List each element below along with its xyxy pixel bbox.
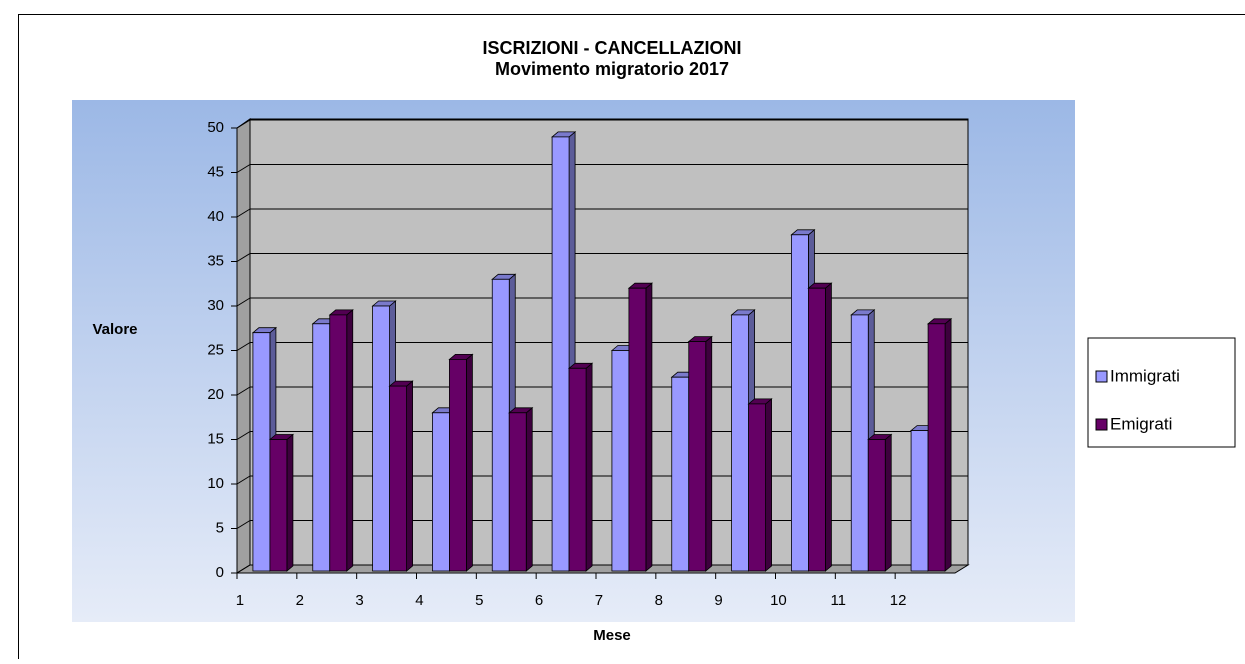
bar-side	[945, 319, 951, 571]
legend-label: Emigrati	[1110, 414, 1172, 433]
bar	[749, 404, 766, 571]
x-tick-label: 4	[415, 592, 423, 609]
y-tick-label: 40	[207, 208, 224, 225]
bar	[313, 324, 330, 571]
y-tick-label: 10	[207, 475, 224, 492]
x-tick-label: 9	[714, 592, 722, 609]
bar	[449, 359, 466, 571]
bar	[509, 413, 526, 571]
x-tick-label: 8	[655, 592, 663, 609]
y-tick-label: 5	[216, 519, 224, 536]
bar	[791, 235, 808, 571]
x-tick-label: 6	[535, 592, 543, 609]
bar	[253, 333, 270, 571]
legend-swatch	[1096, 371, 1107, 382]
y-tick-label: 20	[207, 386, 224, 403]
bar	[569, 368, 586, 571]
x-tick-label: 12	[890, 592, 907, 609]
bar-side	[646, 283, 652, 571]
y-tick-label: 35	[207, 252, 224, 269]
legend-label: Immigrati	[1110, 366, 1180, 385]
bar	[672, 377, 689, 571]
x-tick-label: 5	[475, 592, 483, 609]
chart-subtitle: Movimento migratorio 2017	[495, 59, 729, 79]
bar	[270, 440, 287, 572]
y-tick-label: 45	[207, 163, 224, 180]
y-tick-label: 25	[207, 341, 224, 358]
x-tick-label: 10	[770, 592, 787, 609]
bar	[928, 324, 945, 571]
bar	[373, 306, 390, 571]
bar	[432, 413, 449, 571]
bar-side	[586, 363, 592, 571]
x-tick-label: 11	[830, 592, 846, 609]
bar	[612, 351, 629, 572]
bar-side	[885, 435, 891, 572]
x-tick-label: 3	[355, 592, 363, 609]
x-tick-label: 7	[595, 592, 603, 609]
bar	[390, 386, 407, 571]
bar	[689, 342, 706, 571]
y-tick-label: 30	[207, 297, 224, 314]
bar-side	[466, 354, 472, 571]
bar	[732, 315, 749, 571]
bar-side	[766, 399, 772, 571]
y-axis-label: Valore	[92, 321, 137, 338]
bar-side	[287, 435, 293, 572]
bar	[330, 315, 347, 571]
y-tick-label: 15	[207, 430, 224, 447]
bar	[808, 288, 825, 571]
bar	[629, 288, 646, 571]
bar-side	[825, 283, 831, 571]
y-tick-label: 50	[207, 119, 224, 136]
bar-side	[347, 310, 353, 571]
bar	[868, 440, 885, 572]
y-tick-label: 0	[216, 564, 224, 581]
x-axis-label: Mese	[593, 627, 631, 644]
bar	[492, 279, 509, 571]
bar	[911, 431, 928, 571]
x-tick-label: 1	[236, 592, 244, 609]
bar-side	[706, 337, 712, 571]
bar-side	[407, 381, 413, 571]
bar-side	[526, 408, 532, 571]
legend-swatch	[1096, 419, 1107, 430]
bar	[851, 315, 868, 571]
chart-title: ISCRIZIONI - CANCELLAZIONI	[483, 38, 742, 58]
bar	[552, 137, 569, 571]
x-tick-label: 2	[296, 592, 304, 609]
